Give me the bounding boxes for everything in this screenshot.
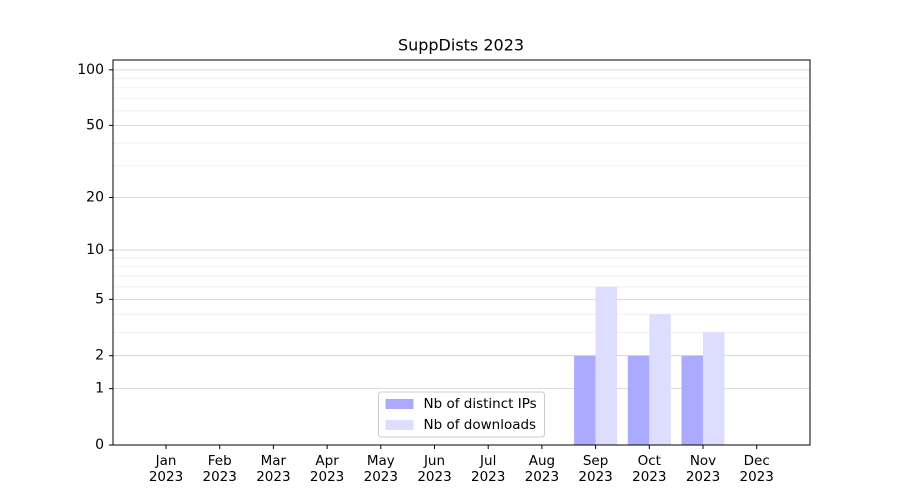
chart-title: SuppDists 2023 <box>398 36 524 55</box>
y-tick-label: 50 <box>86 117 104 133</box>
y-tick-label: 10 <box>86 242 104 258</box>
bar <box>703 332 725 445</box>
x-tick-label: Oct 2023 <box>632 453 667 485</box>
x-tick-label: Feb 2023 <box>202 453 237 485</box>
x-tick-label: May 2023 <box>363 453 398 485</box>
bar <box>574 355 596 445</box>
y-tick-label: 100 <box>77 62 104 78</box>
x-tick-label: Sep 2023 <box>578 453 613 485</box>
legend-swatch <box>385 420 414 430</box>
x-tick-label: Mar 2023 <box>256 453 291 485</box>
y-tick-label: 20 <box>86 190 104 206</box>
plot-frame <box>112 59 811 446</box>
x-tick-label: Dec 2023 <box>739 453 774 485</box>
legend-box <box>378 391 545 438</box>
x-tick-label: Apr 2023 <box>309 453 345 485</box>
bar <box>649 314 671 445</box>
x-tick-label: Jul 2023 <box>471 453 506 485</box>
bar <box>595 286 618 445</box>
legend-swatch <box>385 399 414 409</box>
x-tick-label: Aug 2023 <box>524 453 560 485</box>
x-tick-label: Jun 2023 <box>417 453 452 485</box>
legend-label: Nb of downloads <box>424 417 537 433</box>
y-tick-label: 1 <box>95 381 104 397</box>
y-tick-label: 5 <box>95 291 104 307</box>
legend-label: Nb of distinct IPs <box>424 396 537 412</box>
bar <box>681 355 703 445</box>
legend: Nb of distinct IPs Nb of downloads <box>378 391 545 438</box>
x-tick-label: Nov 2023 <box>685 453 721 485</box>
bar <box>627 355 650 445</box>
y-tick-label: 0 <box>95 437 104 453</box>
x-tick-label: Jan 2023 <box>148 453 184 485</box>
y-tick-label: 2 <box>95 348 104 364</box>
